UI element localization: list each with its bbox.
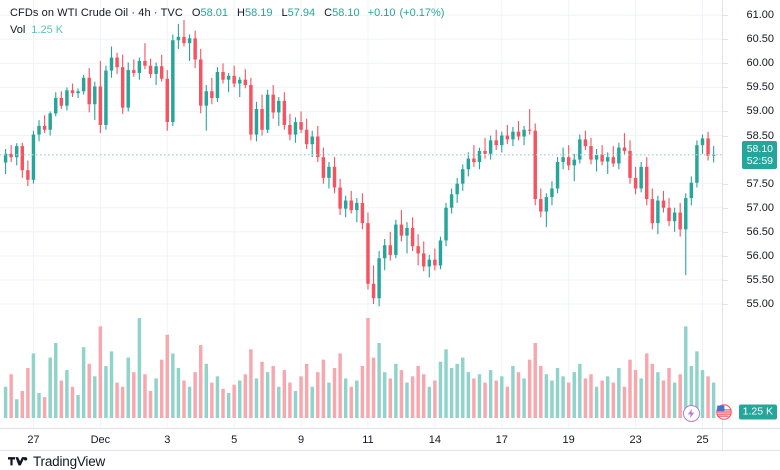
price-tick: 55.00 (746, 297, 774, 310)
time-tick: Dec (90, 434, 111, 446)
axis-corner (722, 428, 780, 450)
price-tick: 57.50 (746, 177, 774, 190)
time-tick: 17 (495, 434, 508, 446)
price-axis[interactable]: 61.00 60.50 60.00 59.50 59.00 58.50 57.50 57.00… (716, 0, 780, 428)
price-tick: 60.50 (746, 33, 774, 46)
volume-badge[interactable]: 1.25 K (738, 404, 777, 420)
time-tick: 27 (27, 434, 40, 446)
price-tick-mark (723, 135, 728, 137)
price-tick: 60.00 (746, 57, 774, 70)
price-tick-mark (723, 279, 728, 281)
last-price-value: 58.10 (746, 142, 773, 155)
price-tick-mark (723, 231, 728, 233)
price-tick-mark (723, 111, 728, 113)
price-tick-mark (723, 39, 728, 41)
price-tick: 61.00 (746, 9, 774, 22)
price-tick: 58.50 (746, 129, 774, 142)
time-tick: 3 (164, 434, 171, 446)
time-tick: 9 (298, 434, 305, 446)
time-tick: 11 (362, 434, 374, 446)
price-tick: 56.50 (746, 225, 774, 238)
price-tick: 56.00 (746, 249, 774, 262)
price-tick-mark (723, 15, 728, 17)
tradingview-logo-icon (8, 457, 28, 466)
time-tick: 23 (629, 434, 642, 446)
bottom-bar: TradingView (0, 450, 780, 470)
price-line-overlay (0, 154, 722, 156)
price-tick-mark (723, 303, 728, 305)
price-tick: 55.50 (746, 273, 774, 286)
us-flag-icon (716, 404, 732, 420)
last-price-badge[interactable]: 58.10 52:59 (741, 140, 777, 169)
price-tick-mark (723, 207, 728, 209)
time-tick: 25 (696, 434, 709, 446)
time-tick: 5 (231, 434, 238, 446)
time-axis[interactable]: 27Dec3591114171923253020266 (0, 428, 776, 450)
lightning-bolt-icon[interactable] (683, 405, 700, 422)
bar-countdown: 52:59 (746, 154, 773, 167)
price-tick-mark (723, 183, 728, 185)
price-tick-mark (723, 87, 728, 89)
tradingview-logo[interactable]: TradingView (8, 454, 105, 469)
price-tick-mark (723, 63, 728, 65)
time-tick: 19 (562, 434, 575, 446)
time-tick: 14 (428, 434, 441, 446)
candlestick-series (3, 20, 716, 418)
price-tick: 57.00 (746, 201, 774, 214)
chart-plot-area[interactable] (0, 0, 722, 428)
price-tick: 59.00 (746, 105, 774, 118)
lightning-bolt-glyph (687, 408, 695, 419)
price-tick-mark (723, 255, 728, 257)
tradingview-wordmark: TradingView (33, 454, 106, 469)
price-tick: 59.50 (746, 81, 774, 94)
